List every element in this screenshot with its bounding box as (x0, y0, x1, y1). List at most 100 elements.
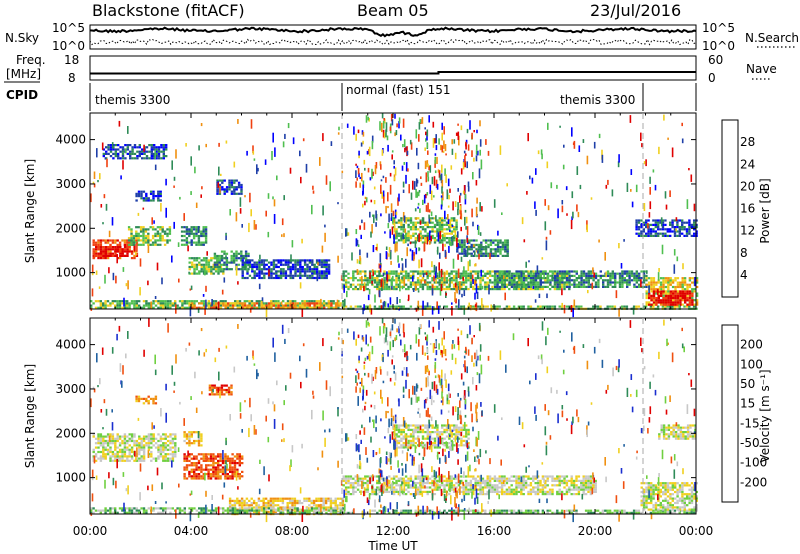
data-cell (463, 246, 466, 249)
data-cell (147, 433, 151, 436)
data-cell (445, 272, 449, 275)
data-cell (440, 283, 443, 292)
data-cell (164, 302, 167, 305)
data-cell (525, 270, 528, 273)
data-cell (681, 283, 684, 286)
data-cell (183, 230, 186, 233)
data-cell (383, 288, 386, 291)
data-cell (92, 248, 95, 251)
data-cell (671, 223, 674, 226)
data-cell (116, 433, 119, 436)
data-cell (392, 210, 395, 217)
data-cell (116, 439, 119, 443)
data-cell (106, 435, 110, 438)
data-cell (320, 261, 324, 264)
data-cell (568, 279, 571, 282)
data-cell (435, 134, 437, 144)
data-cell (97, 241, 100, 244)
data-cell (247, 254, 250, 258)
data-cell (657, 297, 660, 300)
data-cell (241, 224, 243, 228)
data-cell (445, 153, 447, 156)
data-cell (640, 279, 642, 288)
data-cell (159, 448, 163, 451)
data-cell (230, 186, 234, 189)
data-cell (661, 305, 665, 308)
data-cell (237, 257, 241, 260)
data-cell (109, 248, 112, 251)
data-cell (318, 263, 321, 266)
data-cell (390, 203, 393, 213)
data-cell (197, 475, 201, 478)
data-cell (462, 288, 465, 291)
data-cell (464, 285, 468, 288)
data-cell (462, 283, 465, 286)
data-cell (504, 292, 506, 301)
data-cell (193, 268, 196, 271)
data-cell (535, 168, 537, 175)
data-cell (250, 504, 253, 507)
data-cell (193, 265, 196, 269)
data-cell (402, 274, 405, 277)
data-cell (501, 254, 505, 257)
data-cell (451, 224, 454, 227)
data-cell (157, 300, 160, 303)
data-cell (200, 302, 203, 305)
data-cell (270, 276, 273, 280)
data-cell (166, 439, 170, 443)
data-cell (471, 132, 473, 140)
data-cell (434, 271, 437, 281)
data-cell (419, 305, 422, 308)
data-cell (155, 146, 158, 149)
data-cell (462, 161, 465, 170)
data-cell (197, 241, 201, 244)
data-cell (510, 277, 514, 280)
data-cell (315, 265, 319, 269)
data-cell (695, 292, 699, 295)
data-cell (347, 285, 350, 288)
data-cell (590, 277, 593, 280)
data-cell (92, 302, 95, 305)
data-cell (404, 277, 408, 280)
data-cell (637, 232, 641, 235)
data-cell (248, 304, 251, 307)
data-cell (407, 234, 410, 237)
data-cell (417, 290, 420, 293)
data-cell (536, 281, 540, 284)
data-cell (684, 299, 687, 302)
data-cell (126, 455, 129, 458)
data-cell (504, 254, 507, 257)
data-cell (693, 226, 696, 229)
data-cell (188, 431, 191, 434)
data-cell (667, 303, 670, 306)
data-cell (484, 248, 488, 251)
data-cell (214, 468, 217, 471)
data-cell (116, 300, 119, 303)
data-cell (602, 285, 605, 288)
data-cell (373, 270, 377, 273)
data-cell (614, 283, 617, 286)
data-cell (368, 146, 371, 157)
noise-right-tick-bottom: 10^0 (702, 39, 735, 53)
data-cell (371, 277, 374, 280)
data-cell (296, 268, 300, 271)
data-cell (448, 239, 451, 242)
data-cell (186, 306, 189, 309)
data-cell (171, 439, 175, 443)
data-cell (686, 299, 689, 302)
data-cell (403, 139, 406, 147)
data-cell (480, 250, 483, 253)
data-cell (233, 468, 237, 471)
data-cell (287, 259, 290, 262)
data-cell (693, 303, 696, 306)
data-cell (99, 241, 103, 244)
data-cell (159, 243, 162, 246)
data-cell (251, 270, 254, 273)
data-cell (255, 300, 258, 303)
data-cell (368, 288, 371, 295)
data-cell (433, 176, 436, 186)
data-cell (136, 242, 138, 252)
data-cell (445, 285, 449, 288)
data-cell (649, 234, 653, 237)
data-cell (125, 148, 127, 154)
